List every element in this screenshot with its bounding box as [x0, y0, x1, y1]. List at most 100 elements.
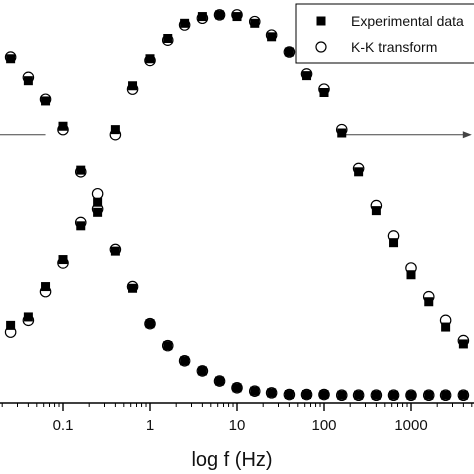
data-point-square	[250, 386, 260, 396]
x-axis-ticks	[1, 403, 473, 411]
data-point-square	[267, 32, 277, 42]
data-point-square	[337, 128, 347, 138]
data-point-circle	[109, 243, 122, 256]
x-tick-label: 0.1	[53, 417, 74, 434]
data-point-circle	[126, 280, 139, 293]
data-point-square	[215, 10, 225, 20]
series-layer	[4, 9, 470, 402]
data-point-circle	[439, 389, 452, 402]
series-kk	[4, 9, 470, 402]
data-point-square	[232, 12, 242, 22]
data-point-circle	[248, 15, 261, 28]
data-point-circle	[422, 290, 435, 303]
data-point-square	[163, 341, 173, 351]
data-point-circle	[213, 9, 226, 21]
data-point-circle	[57, 257, 69, 269]
data-point-square	[58, 121, 68, 131]
data-point-square	[284, 47, 294, 57]
data-point-square	[406, 390, 416, 400]
data-point-circle	[109, 128, 122, 141]
data-point-square	[215, 376, 225, 386]
data-point-circle	[126, 83, 139, 95]
data-point-circle	[370, 199, 383, 212]
data-point-square	[319, 390, 329, 400]
data-point-square	[302, 71, 312, 81]
series-experimental	[6, 10, 468, 400]
data-point-circle	[352, 389, 365, 402]
data-point-square	[6, 320, 16, 330]
data-point-square	[302, 390, 312, 400]
data-point-circle	[265, 387, 278, 399]
data-point-circle	[300, 388, 313, 401]
x-axis-title: log f (Hz)	[191, 449, 272, 471]
data-point-square	[76, 221, 86, 231]
data-point-circle	[335, 389, 348, 402]
data-point-square	[389, 238, 399, 248]
data-point-square	[128, 283, 138, 293]
data-point-circle	[91, 203, 104, 215]
legend: Experimental data K-K transform	[295, 3, 474, 64]
data-point-square	[145, 319, 155, 329]
data-point-circle	[161, 34, 174, 46]
data-point-square	[319, 88, 329, 97]
data-point-circle	[300, 68, 313, 80]
data-point-circle	[457, 334, 470, 347]
data-point-circle	[196, 365, 209, 377]
data-point-square	[424, 390, 434, 400]
x-tick-label: 10	[229, 417, 246, 434]
data-point-square	[93, 207, 103, 217]
data-point-square	[337, 390, 347, 400]
data-point-circle	[74, 166, 87, 178]
data-point-circle	[405, 389, 417, 402]
data-point-square	[58, 255, 68, 265]
data-point-square	[406, 270, 416, 280]
data-point-circle	[439, 314, 452, 327]
data-point-circle	[231, 9, 243, 21]
data-point-square	[458, 339, 468, 349]
data-point-circle	[213, 375, 226, 387]
data-point-square	[110, 246, 120, 256]
data-point-square	[180, 356, 190, 366]
data-point-square	[441, 390, 451, 400]
data-point-circle	[422, 389, 435, 402]
x-tick-label: 100	[311, 417, 336, 434]
data-point-circle	[335, 123, 348, 136]
data-point-square	[145, 54, 155, 64]
x-tick-label: 1000	[394, 417, 427, 434]
data-point-square	[371, 390, 381, 400]
data-point-circle	[231, 382, 243, 394]
data-point-circle	[144, 317, 156, 330]
data-point-square	[128, 81, 138, 91]
data-point-circle	[91, 187, 104, 200]
legend-marker-experimental	[316, 16, 326, 26]
data-point-square	[354, 390, 364, 400]
data-point-square	[232, 383, 242, 393]
data-point-circle	[39, 285, 52, 298]
legend-label-kk: K-K transform	[351, 39, 437, 55]
data-point-circle	[39, 93, 52, 106]
data-point-circle	[4, 51, 17, 63]
data-point-circle	[57, 123, 69, 136]
data-point-square	[76, 165, 86, 175]
data-point-circle	[405, 262, 417, 274]
data-point-circle	[318, 388, 330, 401]
data-point-square	[197, 366, 207, 376]
data-point-circle	[283, 388, 296, 401]
data-point-circle	[457, 389, 470, 402]
data-point-square	[6, 54, 16, 64]
x-axis-tick-labels: 0.1 1 10 100 1000	[53, 417, 428, 434]
data-point-circle	[4, 326, 17, 338]
data-point-square	[41, 96, 51, 106]
data-point-circle	[178, 355, 191, 367]
arrow-head	[462, 131, 472, 139]
data-point-circle	[196, 12, 209, 25]
data-point-square	[389, 390, 399, 400]
data-point-circle	[22, 314, 35, 327]
data-point-square	[93, 197, 103, 207]
data-point-circle	[387, 389, 400, 402]
data-point-circle	[283, 46, 296, 58]
data-point-circle	[161, 339, 174, 352]
data-point-square	[354, 167, 364, 177]
data-point-circle	[74, 216, 87, 229]
data-point-square	[458, 390, 468, 400]
